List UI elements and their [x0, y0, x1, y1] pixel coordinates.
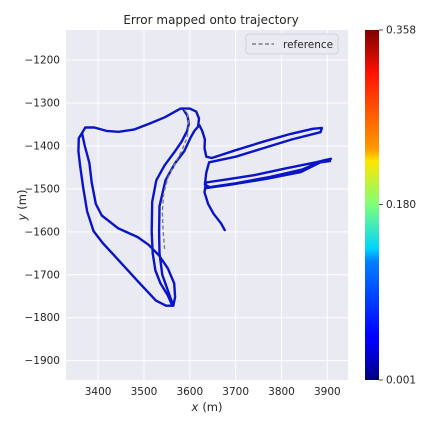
legend-box [245, 33, 339, 55]
x-tick-label: 3800 [268, 386, 295, 398]
legend: reference [245, 33, 339, 55]
y-tick-label: −1800 [24, 312, 60, 324]
colorbar-ticks: 0.001 0.180 0.358 [379, 25, 416, 387]
y-tick-label: −1900 [24, 355, 60, 367]
plot-area [66, 30, 348, 380]
y-tick-label: −1200 [24, 55, 60, 67]
y-tick-label: −1600 [24, 226, 60, 238]
y-tick-label: −1500 [24, 183, 60, 195]
trajectory-segment [205, 159, 332, 190]
y-tick-label: −1700 [24, 269, 60, 281]
colorbar-tick-label: 0.180 [386, 199, 416, 211]
trajectory-segment [77, 107, 191, 307]
reference-line [161, 108, 190, 250]
x-tick-label: 3500 [131, 386, 158, 398]
x-tick-label: 3400 [85, 386, 112, 398]
trajectory-segment [80, 107, 201, 307]
x-axis-label: x (m) [191, 400, 223, 414]
trajectory-segment [198, 124, 333, 232]
y-tick-label: −1400 [24, 140, 60, 152]
colorbar [365, 30, 379, 380]
colorbar-tick-label: 0.001 [386, 375, 416, 387]
x-tick-label: 3900 [314, 386, 341, 398]
axis-ticks: 3400 3500 3600 3700 3800 3900 −1200 −1300 −1400 −… [24, 55, 340, 398]
chart-title: Error mapped onto trajectory [123, 13, 298, 27]
x-tick-label: 3600 [176, 386, 203, 398]
legend-reference-label: reference [283, 39, 333, 51]
y-tick-label: −1300 [24, 98, 60, 110]
y-axis-label: y(m) [15, 190, 29, 222]
colorbar-tick-label: 0.358 [386, 25, 416, 37]
trajectory-lines [77, 107, 333, 307]
x-tick-label: 3700 [222, 386, 249, 398]
grid-lines [66, 30, 348, 380]
